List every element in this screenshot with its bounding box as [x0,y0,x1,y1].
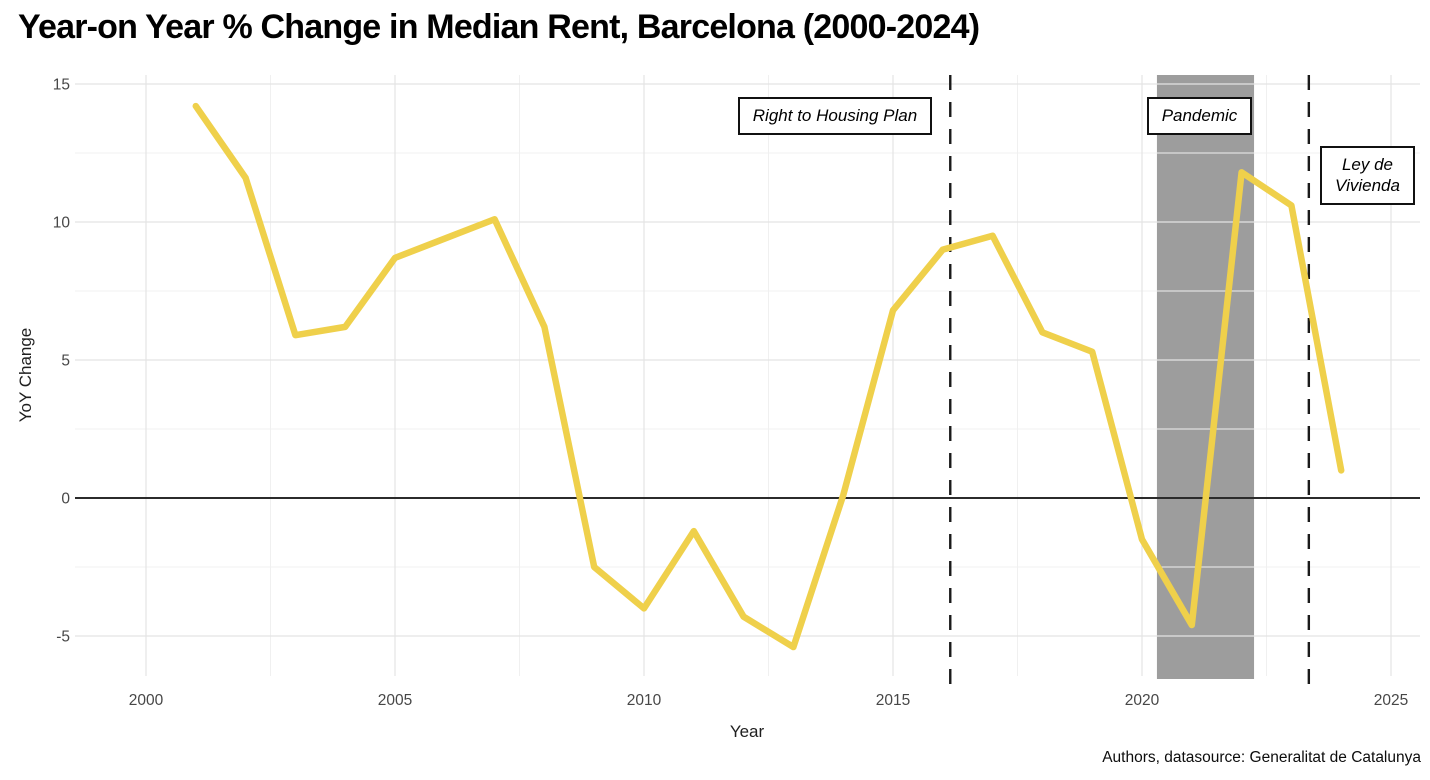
x-tick-label: 2010 [627,692,662,709]
annotation-ley-de-vivienda: Ley de Vivienda [1320,146,1415,205]
source-caption: Authors, datasource: Generalitat de Cata… [1102,749,1421,766]
x-tick-label: 2005 [378,692,412,709]
y-tick-label: 15 [53,77,70,94]
x-axis-title: Year [729,722,765,741]
annotation-ley-de-vivienda-line2: Vivienda [1335,175,1400,195]
chart-title: Year-on Year % Change in Median Rent, Ba… [18,8,980,46]
y-tick-label: 10 [53,215,71,232]
x-tick-label: 2015 [876,692,910,709]
x-tick-label: 2020 [1125,692,1160,709]
annotation-ley-de-vivienda-line1: Ley de [1341,155,1394,175]
y-axis-title: YoY Change [16,327,35,423]
x-tick-label: 2000 [129,692,164,709]
annotation-pandemic-label: Pandemic [1161,105,1238,125]
annotation-pandemic: Pandemic [1147,97,1252,135]
y-tick-label: 5 [61,353,70,370]
annotation-right-to-housing-plan-label: Right to Housing Plan [752,105,918,125]
annotation-right-to-housing-plan: Right to Housing Plan [738,97,932,135]
y-tick-label: 0 [61,491,70,508]
x-tick-label: 2025 [1374,692,1408,709]
y-tick-label: -5 [56,629,70,646]
rent-yoy-line [192,102,1345,651]
pandemic-band [1156,75,1255,679]
